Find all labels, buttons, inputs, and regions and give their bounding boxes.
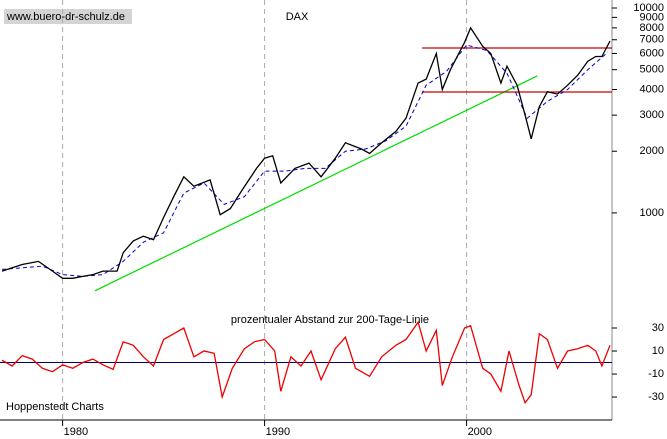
chart-title: DAX <box>286 11 309 23</box>
data-line <box>1 320 611 405</box>
x-tick-label: 1980 <box>64 426 88 438</box>
data-line <box>1 26 611 279</box>
x-tick-label: 1990 <box>266 426 290 438</box>
y-tick-label: 10 <box>652 345 664 357</box>
y-tick-label: 2000 <box>640 145 664 157</box>
x-tick-label: 2000 <box>468 426 492 438</box>
watermark: www.buero-dr-schulz.de <box>6 11 125 23</box>
y-tick-label: 6000 <box>640 47 664 59</box>
y-tick-label: 8000 <box>640 22 664 34</box>
y-tick-label: 3000 <box>640 109 664 121</box>
y-tick-label: 7000 <box>640 34 664 46</box>
y-tick-label: 10000 <box>633 2 664 14</box>
y-tick-label: 9000 <box>640 11 664 23</box>
footer: Hoppenstedt Charts <box>6 401 104 413</box>
y-tick-label: 4000 <box>640 83 664 95</box>
y-tick-label: 5000 <box>640 64 664 76</box>
y-tick-label: -30 <box>648 391 664 403</box>
trend-line <box>94 75 538 292</box>
panel-title: prozentualer Abstand zur 200-Tage-Linie <box>231 314 429 326</box>
y-tick-label: -10 <box>648 368 664 380</box>
watermark-box <box>4 9 132 24</box>
y-tick-label: 30 <box>652 322 664 334</box>
y-tick-label: 1000 <box>640 207 664 219</box>
data-line <box>1 44 609 277</box>
